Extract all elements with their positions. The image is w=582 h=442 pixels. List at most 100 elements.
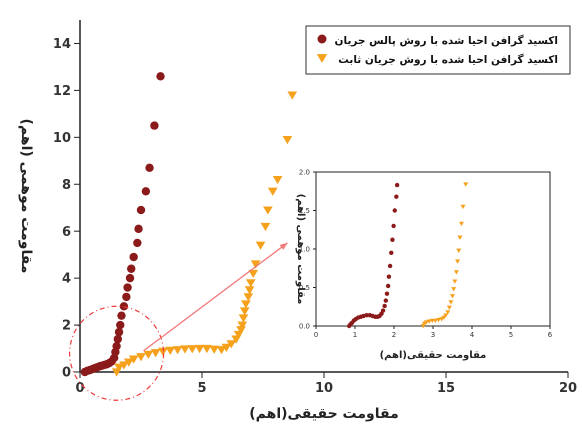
data-point xyxy=(267,187,278,196)
data-point xyxy=(172,346,183,355)
data-point xyxy=(443,313,449,318)
inset-background xyxy=(288,160,574,370)
zoom-region-circle xyxy=(68,305,165,401)
data-point xyxy=(239,307,250,316)
data-point xyxy=(432,318,438,324)
y-axis-title: مقاومت موهمی (اهم) xyxy=(295,194,306,305)
data-point xyxy=(455,259,461,264)
legend-box xyxy=(305,25,571,75)
data-point xyxy=(187,345,198,354)
data-point xyxy=(143,350,154,359)
legend-label: اکسید گرافن احیا شده با روش پالس جریان xyxy=(335,34,558,47)
x-tick-label: 15 xyxy=(437,381,455,396)
data-point xyxy=(248,269,259,279)
data-point xyxy=(392,208,397,213)
data-point xyxy=(460,204,466,210)
data-point xyxy=(128,355,139,364)
data-point xyxy=(119,361,129,370)
x-tick-label: 0 xyxy=(75,381,84,396)
data-point xyxy=(112,341,121,351)
data-point xyxy=(125,273,135,283)
data-point xyxy=(133,238,142,248)
data-point xyxy=(453,270,459,275)
data-point xyxy=(241,300,251,309)
data-point xyxy=(458,221,464,226)
data-point xyxy=(435,317,441,323)
data-point xyxy=(439,317,445,322)
data-point xyxy=(426,319,432,324)
y-tick-label: 0.0 xyxy=(299,322,310,330)
data-point xyxy=(150,349,161,358)
data-point xyxy=(150,121,159,130)
data-point xyxy=(226,340,237,349)
data-point xyxy=(216,346,227,355)
main-annotations xyxy=(68,242,288,401)
data-point xyxy=(457,235,463,240)
data-point xyxy=(389,250,394,256)
data-point xyxy=(134,224,143,234)
inset-pointer-arrow xyxy=(143,242,288,352)
x-axis-title: مقاومت حقیقی(اهم) xyxy=(249,406,398,422)
data-point xyxy=(145,163,154,173)
data-point xyxy=(383,298,389,303)
y-tick-label: 4 xyxy=(62,272,71,287)
x-tick-label: 3 xyxy=(431,331,435,339)
x-tick-label: 1 xyxy=(353,331,357,339)
data-point xyxy=(441,315,447,320)
data-point xyxy=(238,314,249,323)
series-pulse-current xyxy=(80,72,165,377)
data-point xyxy=(260,222,271,232)
data-point xyxy=(394,194,399,199)
data-point xyxy=(117,311,126,320)
data-point xyxy=(243,293,254,302)
data-point xyxy=(158,347,168,356)
data-point xyxy=(245,279,256,288)
data-point xyxy=(127,264,136,273)
data-point xyxy=(114,327,124,337)
data-point xyxy=(445,310,451,315)
y-tick-label: 2.0 xyxy=(299,168,310,176)
data-point xyxy=(382,303,387,309)
data-point xyxy=(255,241,266,250)
inset-plot: 0 1 2 3 4 5 6 0.0 0.5 1.0 1.5 2.0 مقاومت حقیقی(اهم) م… xyxy=(288,160,574,370)
y-tick-label: 6 xyxy=(62,225,71,240)
data-point xyxy=(386,274,392,279)
legend-marker xyxy=(317,34,327,44)
x-tick-label: 6 xyxy=(548,331,553,339)
data-point xyxy=(263,206,273,215)
data-point xyxy=(180,345,190,354)
data-point xyxy=(364,313,369,318)
x-tick-label: 5 xyxy=(197,381,206,396)
x-axis-title: مقاومت حقیقی(اهم) xyxy=(380,350,487,361)
data-point xyxy=(391,223,396,229)
data-point xyxy=(272,175,283,185)
data-point xyxy=(463,182,469,187)
data-point xyxy=(202,344,212,354)
data-point xyxy=(394,182,400,188)
data-point xyxy=(123,283,132,292)
data-point xyxy=(449,294,456,299)
data-point xyxy=(221,343,232,352)
data-point xyxy=(113,334,123,344)
x-tick-label: 4 xyxy=(470,331,475,339)
data-point xyxy=(122,292,131,302)
data-point xyxy=(446,305,452,310)
data-point xyxy=(114,363,124,372)
y-axis-title: مقاومت موهمی (اهم) xyxy=(18,119,34,274)
data-point xyxy=(244,286,255,295)
series-constant-current xyxy=(111,91,298,377)
y-tick-label: 10 xyxy=(53,131,71,146)
data-point xyxy=(387,263,393,269)
y-tick-label: 1.5 xyxy=(299,207,310,215)
data-point xyxy=(236,326,246,335)
x-tick-label: 2 xyxy=(392,331,396,339)
data-point xyxy=(390,237,395,242)
legend: اکسید گرافن احیا شده با روش پالس جریان اک… xyxy=(305,25,571,75)
y-tick-label: 1.0 xyxy=(299,245,310,253)
data-point xyxy=(129,252,138,262)
y-tick-label: 2 xyxy=(62,319,71,334)
data-point xyxy=(451,287,457,292)
